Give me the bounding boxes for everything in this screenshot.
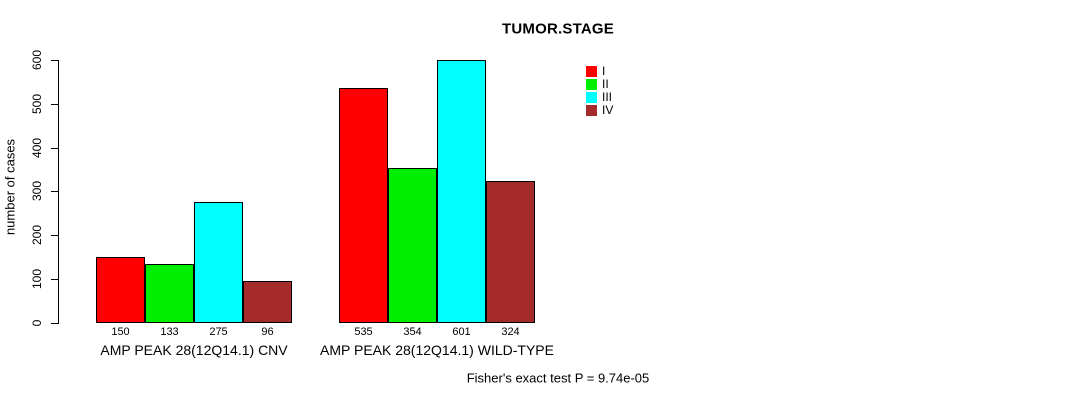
y-axis-line	[58, 60, 59, 324]
x-category-label: AMP PEAK 28(12Q14.1) CNV	[100, 342, 288, 358]
legend-swatch-I	[586, 66, 597, 77]
y-tick-label: 400	[30, 137, 44, 158]
bar-group0-III	[194, 202, 243, 323]
bar-group1-IV	[486, 180, 535, 323]
legend-swatch-III	[586, 92, 597, 103]
y-tick	[51, 278, 58, 280]
y-tick	[51, 147, 58, 149]
bar-value-label: 133	[160, 326, 179, 338]
bar-group0-IV	[243, 280, 292, 323]
bar-group1-I	[339, 88, 388, 323]
legend-swatch-IV	[586, 105, 597, 116]
bar-value-label: 96	[261, 326, 274, 338]
legend-label-II: II	[602, 77, 609, 91]
bar-value-label: 324	[501, 326, 520, 338]
y-tick-label: 300	[30, 181, 44, 202]
y-tick-label: 0	[30, 319, 44, 326]
bar-group1-III	[437, 59, 486, 323]
legend-label-III: III	[602, 90, 613, 104]
legend-label-IV: IV	[602, 103, 614, 117]
bar-group0-I	[96, 256, 145, 323]
bar-value-label: 601	[452, 326, 471, 338]
bar-group0-II	[145, 264, 194, 323]
y-tick-label: 200	[30, 224, 44, 246]
y-axis-label: number of cases	[2, 138, 18, 236]
chart-title: TUMOR.STAGE	[502, 20, 614, 38]
bar-value-label: 354	[403, 326, 422, 338]
y-tick-label: 500	[30, 93, 44, 114]
bar-value-label: 275	[209, 326, 228, 338]
y-tick-label: 600	[30, 49, 44, 71]
y-tick	[51, 322, 58, 324]
x-category-label: AMP PEAK 28(12Q14.1) WILD-TYPE	[320, 342, 554, 358]
bar-value-label: 535	[354, 326, 373, 338]
y-tick	[51, 191, 58, 193]
y-tick	[51, 60, 58, 61]
y-tick	[51, 103, 58, 105]
fisher-test-annotation: Fisher's exact test P = 9.74e-05	[466, 370, 650, 386]
y-tick-label: 100	[30, 268, 44, 289]
y-tick	[51, 235, 58, 236]
bar-value-label: 150	[111, 326, 130, 338]
bar-group1-II	[388, 167, 437, 323]
legend-swatch-II	[586, 79, 597, 90]
legend-label-I: I	[602, 64, 606, 78]
